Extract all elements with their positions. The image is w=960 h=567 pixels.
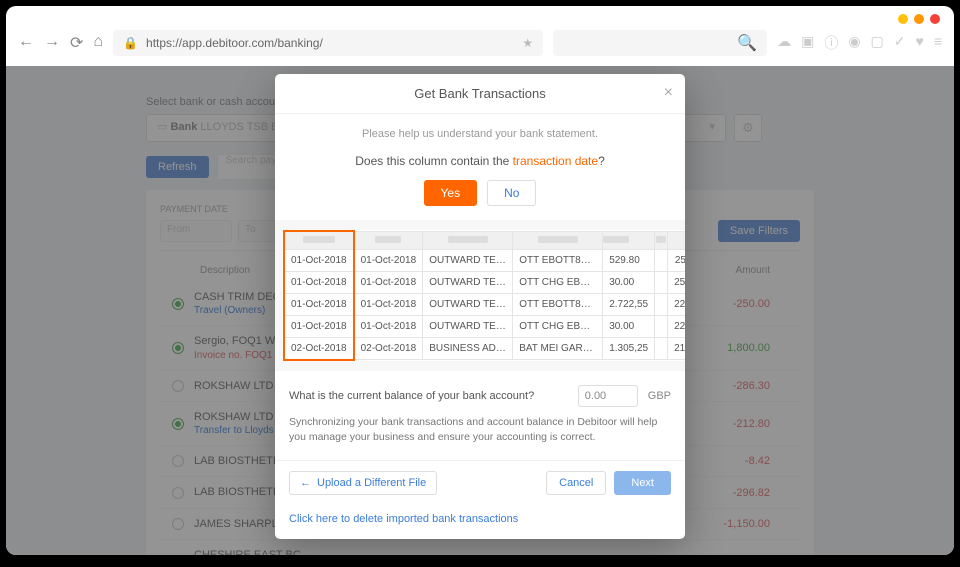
home-icon[interactable]: ⌂	[93, 33, 103, 53]
table-cell: 1.305,25	[603, 337, 655, 360]
url-text: https://app.debitoor.com/banking/	[146, 36, 323, 50]
table-header-cell[interactable]	[284, 231, 354, 249]
table-cell: 25.381,35	[668, 271, 685, 293]
ext-heart-icon[interactable]: ♥	[916, 33, 924, 53]
modal-header: Get Bank Transactions ×	[275, 74, 685, 114]
table-cell: 01-Oct-2018	[354, 271, 423, 293]
browser-frame: ← → ⟳ ⌂ 🔒 https://app.debitoor.com/banki…	[6, 6, 954, 555]
ext-shield-icon[interactable]: ✓	[894, 33, 906, 53]
table-cell: 2.722,55	[603, 293, 655, 315]
ext-case-icon[interactable]: ▢	[871, 33, 884, 53]
url-bar[interactable]: 🔒 https://app.debitoor.com/banking/ ★	[113, 30, 543, 56]
table-cell: OTT CHG EBOTT809...	[513, 271, 603, 293]
table-row: 01-Oct-201801-Oct-2018OUTWARD TELEGRA...…	[284, 271, 685, 293]
balance-input[interactable]	[578, 385, 638, 407]
table-cell	[655, 293, 668, 315]
upload-different-button[interactable]: ← Upload a Different File	[289, 471, 437, 495]
table-cell: OTT EBOTT8093008...	[513, 293, 603, 315]
table-cell: 21.323,55	[668, 337, 685, 360]
modal-title: Get Bank Transactions	[414, 86, 546, 101]
table-cell: 22.628,80	[668, 315, 685, 337]
ext-camera-icon[interactable]: ▣	[801, 33, 814, 53]
table-row: 02-Oct-201802-Oct-2018BUSINESS ADVANCE..…	[284, 337, 685, 360]
balance-question: What is the current balance of your bank…	[289, 390, 568, 402]
sync-info-text: Synchronizing your bank transactions and…	[275, 415, 685, 461]
table-cell	[655, 271, 668, 293]
bookmark-icon[interactable]: ★	[522, 36, 533, 50]
table-cell: 01-Oct-2018	[284, 293, 354, 315]
close-icon[interactable]: ×	[664, 84, 673, 102]
browser-search[interactable]: 🔍	[553, 30, 767, 56]
table-cell: 01-Oct-2018	[284, 271, 354, 293]
table-cell: 529.80	[603, 249, 655, 271]
table-cell	[655, 337, 668, 360]
delete-imported-link[interactable]: Click here to delete imported bank trans…	[289, 513, 518, 525]
table-cell: OUTWARD TELEGRA...	[423, 249, 513, 271]
table-header-cell[interactable]	[423, 231, 513, 249]
table-cell: 02-Oct-2018	[284, 337, 354, 360]
arrow-left-icon: ←	[300, 477, 311, 489]
table-header-cell[interactable]	[668, 231, 685, 249]
extension-icons: ☁ ▣ ⓘ ◉ ▢ ✓ ♥ ≡	[777, 33, 942, 53]
table-cell	[655, 315, 668, 337]
table-cell: 02-Oct-2018	[354, 337, 423, 360]
app-area: Select bank or cash account: ▭ Bank LLOY…	[6, 66, 954, 555]
search-icon: 🔍	[737, 33, 757, 53]
table-header-cell[interactable]	[655, 231, 668, 249]
menu-icon[interactable]: ≡	[934, 33, 942, 53]
ext-cloud-icon[interactable]: ☁	[777, 33, 791, 53]
table-row: 01-Oct-201801-Oct-2018OUTWARD TELEGRA...…	[284, 315, 685, 337]
table-cell: OUTWARD TELEGRA...	[423, 293, 513, 315]
lock-icon: 🔒	[123, 36, 138, 50]
window-dot-max[interactable]	[914, 14, 924, 24]
back-icon[interactable]: ←	[18, 33, 34, 53]
table-cell: 01-Oct-2018	[284, 249, 354, 271]
modal-overlay: Get Bank Transactions × Please help us u…	[6, 66, 954, 555]
table-cell: 01-Oct-2018	[284, 315, 354, 337]
table-cell: 30.00	[603, 271, 655, 293]
table-cell: OTT EBOTT8093008...	[513, 249, 603, 271]
cancel-button[interactable]: Cancel	[546, 471, 606, 495]
yes-button[interactable]: Yes	[424, 180, 478, 206]
modal: Get Bank Transactions × Please help us u…	[275, 74, 685, 539]
table-row: 01-Oct-201801-Oct-2018OUTWARD TELEGRA...…	[284, 293, 685, 315]
table-cell	[655, 249, 668, 271]
browser-toolbar: ← → ⟳ ⌂ 🔒 https://app.debitoor.com/banki…	[6, 26, 954, 66]
modal-question: Does this column contain the transaction…	[275, 154, 685, 168]
ext-info-icon[interactable]: ⓘ	[824, 33, 838, 53]
table-header-cell[interactable]	[513, 231, 603, 249]
no-button[interactable]: No	[487, 180, 536, 206]
table-cell: 25.411,35	[668, 249, 685, 271]
table-row: 01-Oct-201801-Oct-2018OUTWARD TELEGRA...…	[284, 249, 685, 271]
table-cell: OUTWARD TELEGRA...	[423, 315, 513, 337]
currency-label: GBP	[648, 390, 671, 402]
next-button[interactable]: Next	[614, 471, 671, 495]
transactions-preview-table: 01-Oct-201801-Oct-2018OUTWARD TELEGRA...…	[283, 230, 685, 361]
window-dot-min[interactable]	[898, 14, 908, 24]
table-cell: BAT MEI GARDEN W...	[513, 337, 603, 360]
table-cell: BUSINESS ADVANCE...	[423, 337, 513, 360]
table-cell: OUTWARD TELEGRA...	[423, 271, 513, 293]
window-controls	[6, 6, 954, 26]
table-cell: 01-Oct-2018	[354, 315, 423, 337]
table-cell: OTT CHG EBOTT809...	[513, 315, 603, 337]
table-cell: 30.00	[603, 315, 655, 337]
table-cell: 01-Oct-2018	[354, 249, 423, 271]
table-cell: 22.658,80	[668, 293, 685, 315]
ext-wifi-icon[interactable]: ◉	[848, 33, 860, 53]
window-dot-close[interactable]	[930, 14, 940, 24]
forward-icon[interactable]: →	[44, 33, 60, 53]
table-cell: 01-Oct-2018	[354, 293, 423, 315]
table-header-cell[interactable]	[354, 231, 423, 249]
reload-icon[interactable]: ⟳	[70, 33, 83, 53]
table-preview-zone: 01-Oct-201801-Oct-2018OUTWARD TELEGRA...…	[275, 220, 685, 371]
table-header-cell[interactable]	[603, 231, 655, 249]
modal-help-text: Please help us understand your bank stat…	[275, 128, 685, 140]
